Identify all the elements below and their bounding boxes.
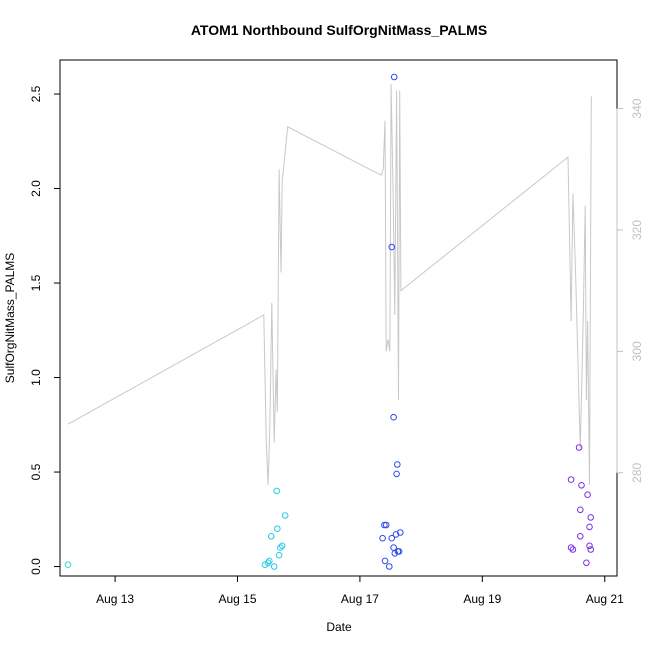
data-point (379, 534, 386, 542)
data-point (577, 533, 584, 540)
data-point (270, 563, 278, 570)
x-tick-label: Aug 13 (96, 592, 134, 606)
data-point (277, 544, 284, 551)
plot-frame (59, 59, 618, 577)
x-axis: Aug 13 Aug 15 Aug 17 Aug 19 Aug 21 (96, 575, 624, 606)
data-point (587, 546, 595, 553)
data-point (578, 482, 585, 489)
data-point (395, 548, 403, 555)
x-tick-label: Aug 21 (586, 592, 624, 606)
data-point (64, 561, 72, 569)
data-point (569, 546, 577, 553)
y-tick-label: 1.0 (29, 369, 43, 386)
right-y-tick-label: 320 (630, 220, 644, 240)
data-point (584, 491, 591, 499)
data-point (275, 551, 283, 559)
data-point (397, 529, 404, 536)
right-axis-line-series (67, 84, 592, 485)
data-point (388, 534, 396, 542)
y-tick-label: 2.0 (29, 180, 43, 197)
data-point (583, 559, 590, 567)
data-point (266, 557, 273, 565)
data-point (390, 413, 397, 421)
data-point (388, 243, 396, 251)
data-point (394, 461, 401, 468)
x-tick-label: Aug 19 (463, 592, 501, 606)
y-tick-label: 0.5 (29, 463, 43, 480)
data-point (382, 521, 390, 529)
right-y-tick-label: 280 (630, 462, 644, 482)
scatter-series (64, 73, 595, 570)
line-series-path (67, 84, 592, 485)
data-point (386, 563, 393, 570)
y-axis-label: SulfOrgNitMass_PALMS (3, 253, 17, 383)
data-point (586, 542, 593, 550)
y-tick-label: 0.0 (29, 558, 43, 575)
x-axis-label: Date (326, 620, 352, 634)
right-y-tick-label: 300 (630, 341, 644, 361)
right-y-tick-label: 340 (630, 98, 644, 118)
y-tick-label: 1.5 (29, 274, 43, 291)
data-point (567, 476, 575, 483)
left-y-axis: 0.0 0.5 1.0 1.5 2.0 2.5 (29, 85, 61, 575)
data-point (392, 531, 400, 538)
data-point (587, 514, 595, 521)
data-point (381, 521, 388, 529)
data-point (393, 470, 400, 478)
data-point (575, 444, 583, 451)
data-point (567, 544, 575, 551)
data-point (278, 542, 286, 550)
data-point (390, 73, 398, 81)
data-point (381, 557, 389, 565)
x-tick-label: Aug 17 (341, 592, 379, 606)
y-tick-label: 2.5 (29, 85, 43, 102)
data-point (274, 525, 281, 533)
data-point (586, 523, 593, 531)
chart-title: ATOM1 Northbound SulfOrgNitMass_PALMS (191, 22, 487, 38)
data-point (267, 533, 275, 540)
data-point (281, 512, 289, 519)
data-point (273, 487, 281, 495)
right-y-axis: 280 300 320 340 (616, 98, 644, 483)
x-tick-label: Aug 15 (218, 592, 256, 606)
data-point (577, 506, 584, 514)
